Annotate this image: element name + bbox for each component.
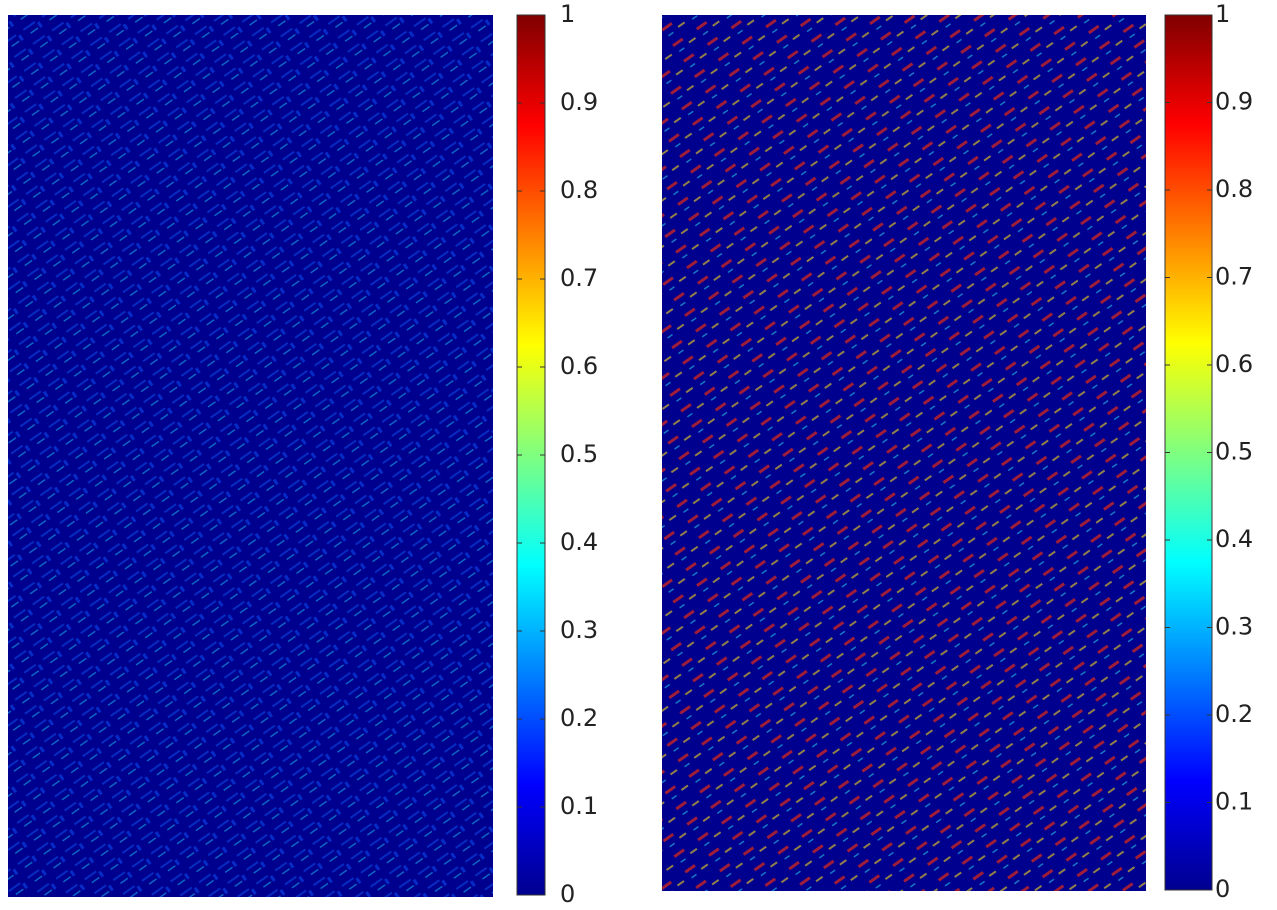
colorbar-tick-label: 0.2 <box>1215 700 1253 728</box>
colorbar-tick-label: 0.5 <box>560 440 598 468</box>
colorbar-tick-label: 0.7 <box>1215 263 1253 291</box>
colorbar-tick-label: 0.1 <box>1215 788 1253 816</box>
colorbar-tick-label: 0.4 <box>560 528 598 556</box>
colorbar-tick-label: 0.8 <box>560 176 598 204</box>
colorbar-tick-label: 0.6 <box>1215 350 1253 378</box>
figure: 0 0.1 0.2 0.3 0.4 0.5 0.6 0.7 0.8 0.9 1 0 0.1 0.2 0.3 0… <box>0 0 1277 910</box>
colorbar-tick-label: 0.2 <box>560 704 598 732</box>
colorbar-tick-label: 0.3 <box>1215 613 1253 641</box>
heatmap-image <box>8 15 493 897</box>
colorbar-tick-label: 0.7 <box>560 264 598 292</box>
colorbar <box>1165 15 1212 890</box>
colorbar-tick-label: 0.9 <box>1215 88 1253 116</box>
colorbar-tick-label: 0 <box>1215 875 1230 903</box>
colorbar-tick-label: 0.4 <box>1215 525 1253 553</box>
colorbar-tick-label: 0.5 <box>1215 438 1253 466</box>
colorbar-tick-label: 0.1 <box>560 792 598 820</box>
colorbar-tick-label: 0.9 <box>560 88 598 116</box>
colorbar-tick-label: 0 <box>560 880 575 908</box>
heatmap-image <box>662 15 1146 891</box>
colorbar-tick-label: 1 <box>560 0 575 28</box>
colorbar-tick-label: 1 <box>1215 0 1230 28</box>
colorbar-tick-label: 0.6 <box>560 352 598 380</box>
colorbar-tick-label: 0.8 <box>1215 175 1253 203</box>
colorbar-tick-label: 0.3 <box>560 616 598 644</box>
